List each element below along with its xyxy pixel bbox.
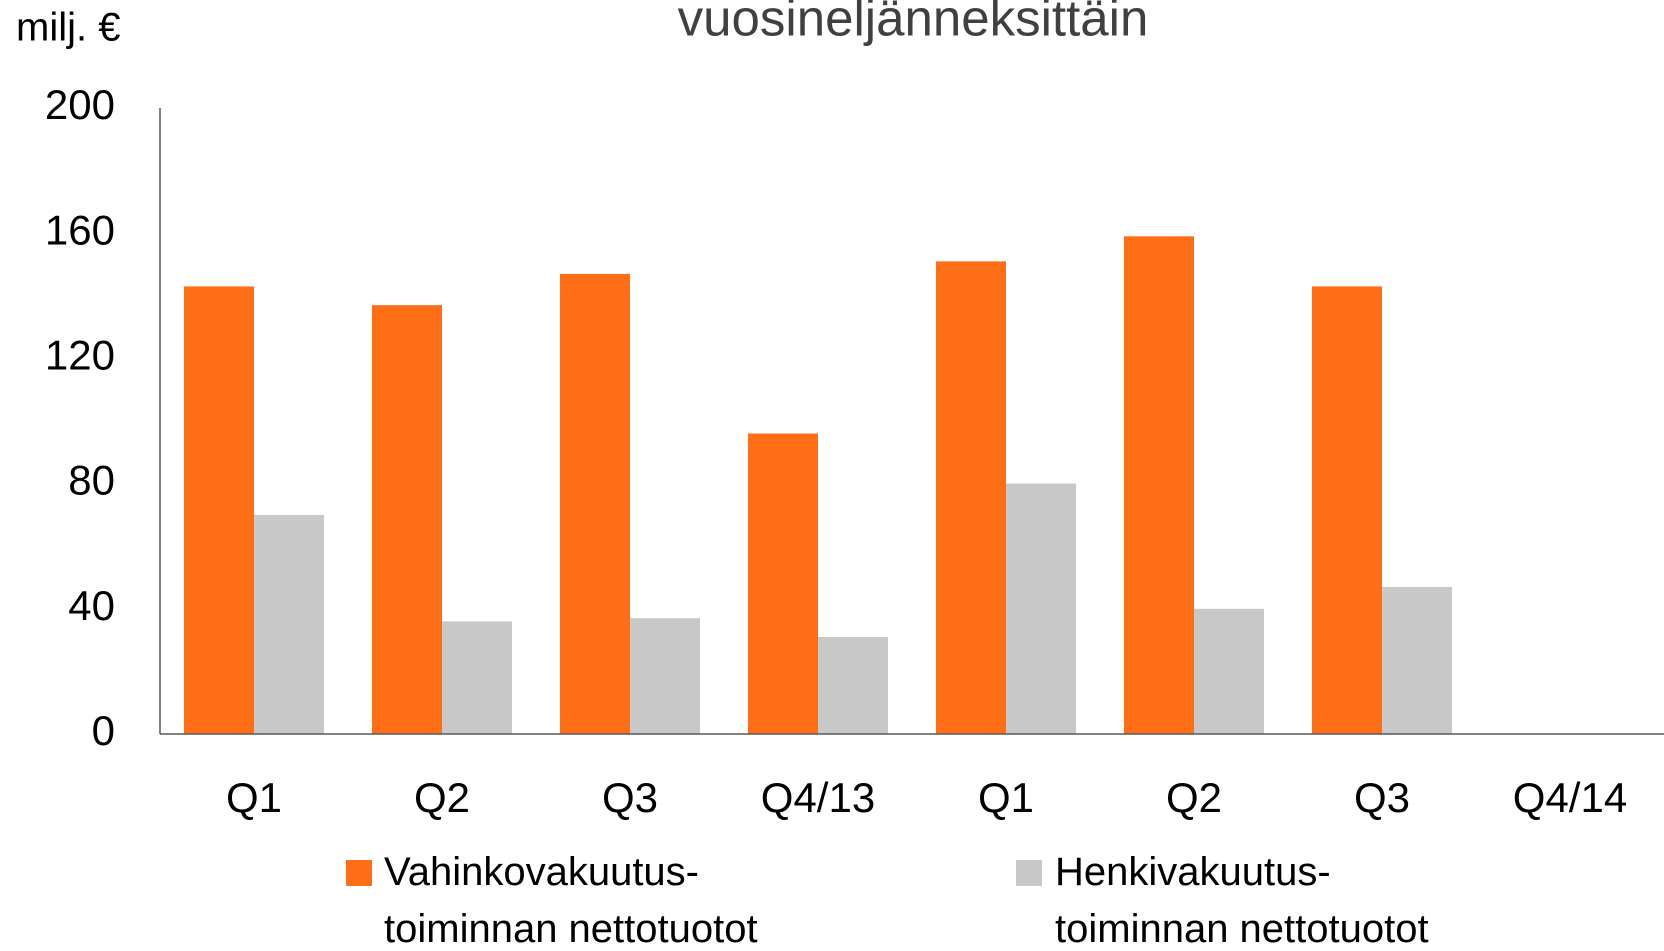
x-tick-label: Q1 [226,774,282,821]
bar [630,618,700,734]
bar [936,261,1006,734]
y-tick-label: 200 [45,81,115,128]
x-tick-label: Q2 [414,774,470,821]
legend-label: Vahinkovakuutus- toiminnan nettotuotot [384,850,758,951]
x-tick-label: Q2 [1166,774,1222,821]
bar [1382,586,1452,734]
bar [1312,286,1382,734]
legend-label: Henkivakuutus- toiminnan nettotuotot [1055,850,1429,951]
x-tick-label: Q4/13 [761,774,875,821]
legend-swatch [346,860,372,886]
bar [1194,608,1264,734]
bar [818,636,888,734]
bar [442,621,512,734]
y-tick-label: 160 [45,206,115,253]
bar [254,514,324,734]
bar [1006,483,1076,734]
bar [560,273,630,734]
bar [748,433,818,734]
bar [1124,236,1194,734]
chart-title: vuosineljänneksittäin [678,0,1149,46]
legend-swatch [1016,860,1042,886]
y-axis-label: milj. € [16,6,120,50]
y-tick-label: 40 [68,582,115,629]
x-tick-label: Q3 [602,774,658,821]
y-tick-label: 80 [68,457,115,504]
bar [184,286,254,734]
y-tick-label: 0 [92,707,115,754]
x-tick-label: Q1 [978,774,1034,821]
x-tick-label: Q3 [1354,774,1410,821]
y-tick-label: 120 [45,331,115,378]
x-tick-label: Q4/14 [1513,774,1627,821]
bar [372,305,442,734]
